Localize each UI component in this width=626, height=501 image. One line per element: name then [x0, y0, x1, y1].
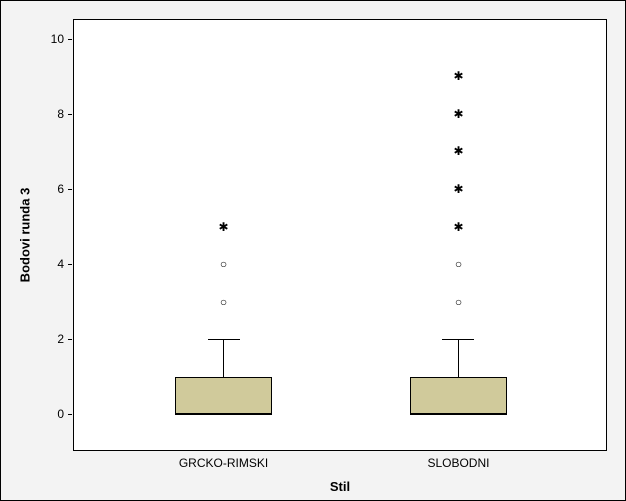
- y-tick: [68, 264, 72, 265]
- x-tick-label: SLOBODNI: [427, 456, 489, 470]
- y-tick: [68, 114, 72, 115]
- whisker-cap: [208, 339, 240, 340]
- y-tick: [68, 39, 72, 40]
- median-line: [175, 413, 271, 415]
- box: [410, 377, 506, 415]
- outlier-star: ✱: [218, 221, 228, 233]
- outlier-circle: ○: [455, 258, 462, 270]
- y-axis-label: Bodovi runda 3: [18, 188, 33, 283]
- median-line: [410, 413, 506, 415]
- y-tick: [68, 339, 72, 340]
- y-tick-label: 10: [51, 32, 64, 46]
- box: [175, 377, 271, 415]
- outlier-star: ✱: [453, 145, 463, 157]
- plot-area: 0246810GRCKO-RIMSKI○○✱SLOBODNI○○✱✱✱✱✱: [73, 19, 607, 451]
- chart-frame: 0 2 4 6 8 10 GRCKO-RIMSKI ○ ○ ✱ SLOBODNI ○ ○ ✱ ✱ ✱ ✱ ✱ Bo…: [0, 0, 626, 501]
- outlier-circle: ○: [220, 296, 227, 308]
- outlier-star: ✱: [453, 70, 463, 82]
- outlier-star: ✱: [453, 183, 463, 195]
- y-tick-label: 0: [57, 407, 64, 421]
- y-tick-label: 4: [57, 257, 64, 271]
- outlier-star: ✱: [453, 108, 463, 120]
- outlier-star: ✱: [453, 221, 463, 233]
- x-axis-label: Stil: [330, 479, 350, 494]
- outlier-circle: ○: [220, 258, 227, 270]
- whisker-cap: [442, 339, 474, 340]
- y-tick: [68, 414, 72, 415]
- y-tick: [68, 189, 72, 190]
- y-tick-label: 6: [57, 182, 64, 196]
- y-tick-label: 2: [57, 332, 64, 346]
- outlier-circle: ○: [455, 296, 462, 308]
- x-tick-label: GRCKO-RIMSKI: [179, 456, 268, 470]
- y-tick-label: 8: [57, 107, 64, 121]
